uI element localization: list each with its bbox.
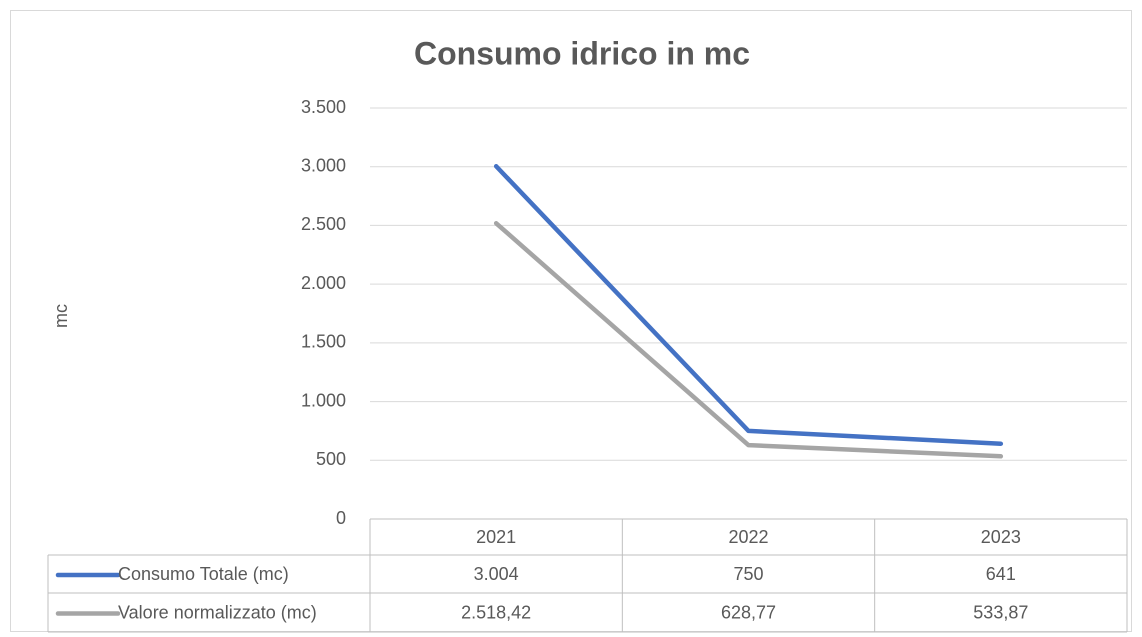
table-value: 628,77 xyxy=(721,602,776,622)
table-value: 750 xyxy=(733,564,763,584)
table-value: 3.004 xyxy=(474,564,519,584)
y-tick-label: 1.000 xyxy=(301,390,346,410)
x-tick-label: 2023 xyxy=(981,527,1021,547)
y-tick-label: 3.500 xyxy=(301,97,346,117)
table-value: 2.518,42 xyxy=(461,602,531,622)
y-tick-label: 2.500 xyxy=(301,214,346,234)
chart-border xyxy=(10,10,1132,632)
y-tick-label: 0 xyxy=(336,508,346,528)
x-tick-label: 2022 xyxy=(728,527,768,547)
y-tick-label: 1.500 xyxy=(301,332,346,352)
legend-label: Valore normalizzato (mc) xyxy=(118,602,317,622)
line-series xyxy=(493,163,1004,446)
table-value: 641 xyxy=(986,564,1016,584)
x-tick-label: 2021 xyxy=(476,527,516,547)
table-value: 533,87 xyxy=(973,602,1028,622)
y-tick-label: 2.000 xyxy=(301,273,346,293)
line-series xyxy=(493,221,1004,459)
y-tick-label: 500 xyxy=(316,449,346,469)
chart-title: Consumo idrico in mc xyxy=(414,35,750,71)
legend-label: Consumo Totale (mc) xyxy=(118,564,289,584)
y-axis-label: mc xyxy=(51,304,71,328)
y-tick-label: 3.000 xyxy=(301,155,346,175)
